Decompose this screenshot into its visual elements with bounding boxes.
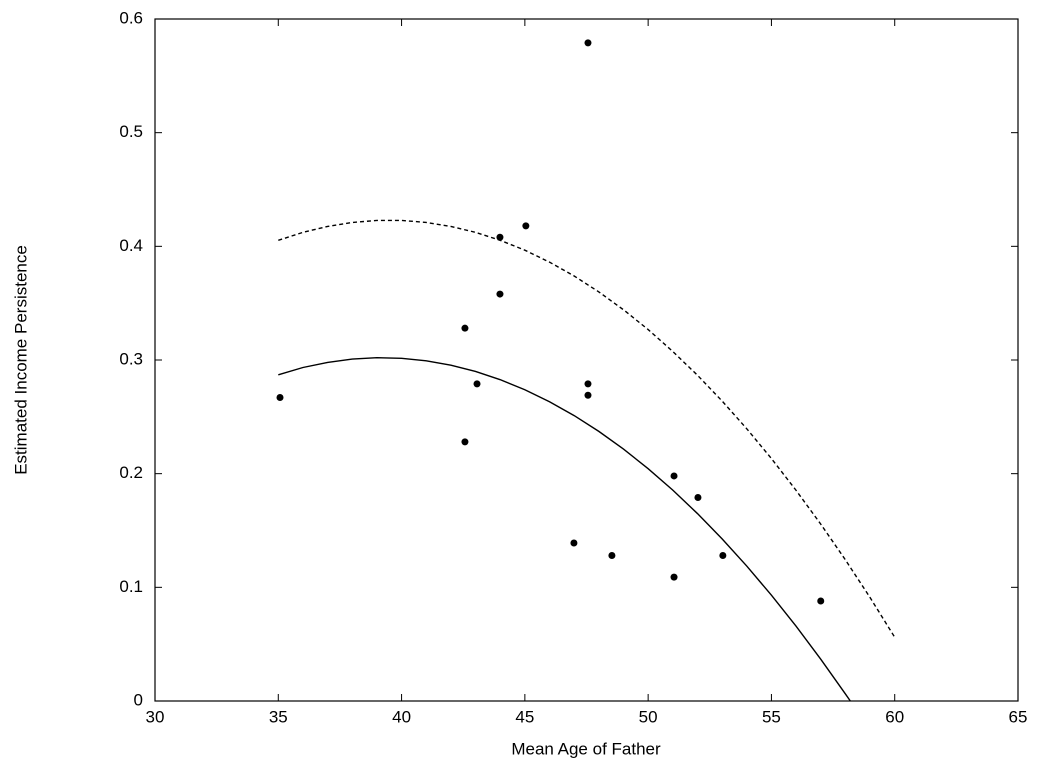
point — [461, 324, 469, 332]
x-tick-label: 55 — [762, 707, 781, 726]
plot-frame — [154, 18, 1019, 702]
y-tick-label: 0 — [134, 690, 143, 709]
solid-line — [278, 357, 851, 702]
point — [670, 472, 678, 480]
point — [496, 290, 504, 298]
point — [276, 394, 284, 402]
point — [522, 222, 530, 230]
y-tick-label: 0.3 — [119, 349, 143, 368]
y-tick-label: 0.6 — [119, 8, 143, 27]
x-tick-label: 35 — [269, 707, 288, 726]
x-tick-label: 45 — [515, 707, 534, 726]
x-tick-label: 60 — [885, 707, 904, 726]
dashed-line — [278, 219, 896, 638]
point — [570, 539, 578, 547]
x-tick-label: 40 — [392, 707, 411, 726]
point — [817, 597, 825, 605]
point — [584, 380, 592, 388]
point — [694, 494, 702, 502]
point — [584, 391, 592, 399]
point — [584, 39, 592, 47]
y-tick-label: 0.1 — [119, 577, 143, 596]
x-tick-label: 65 — [1009, 707, 1028, 726]
y-tick-label: 0.5 — [119, 122, 143, 141]
point — [608, 552, 616, 560]
y-axis-label: Estimated Income Persistence — [11, 245, 30, 475]
x-axis-label: Mean Age of Father — [511, 739, 661, 758]
point — [719, 552, 727, 560]
point — [670, 573, 678, 581]
x-tick-label: 30 — [146, 707, 165, 726]
y-tick-label: 0.2 — [119, 463, 143, 482]
point — [473, 380, 481, 388]
y-tick-label: 0.4 — [119, 236, 143, 255]
x-tick-label: 50 — [639, 707, 658, 726]
point — [461, 438, 469, 446]
